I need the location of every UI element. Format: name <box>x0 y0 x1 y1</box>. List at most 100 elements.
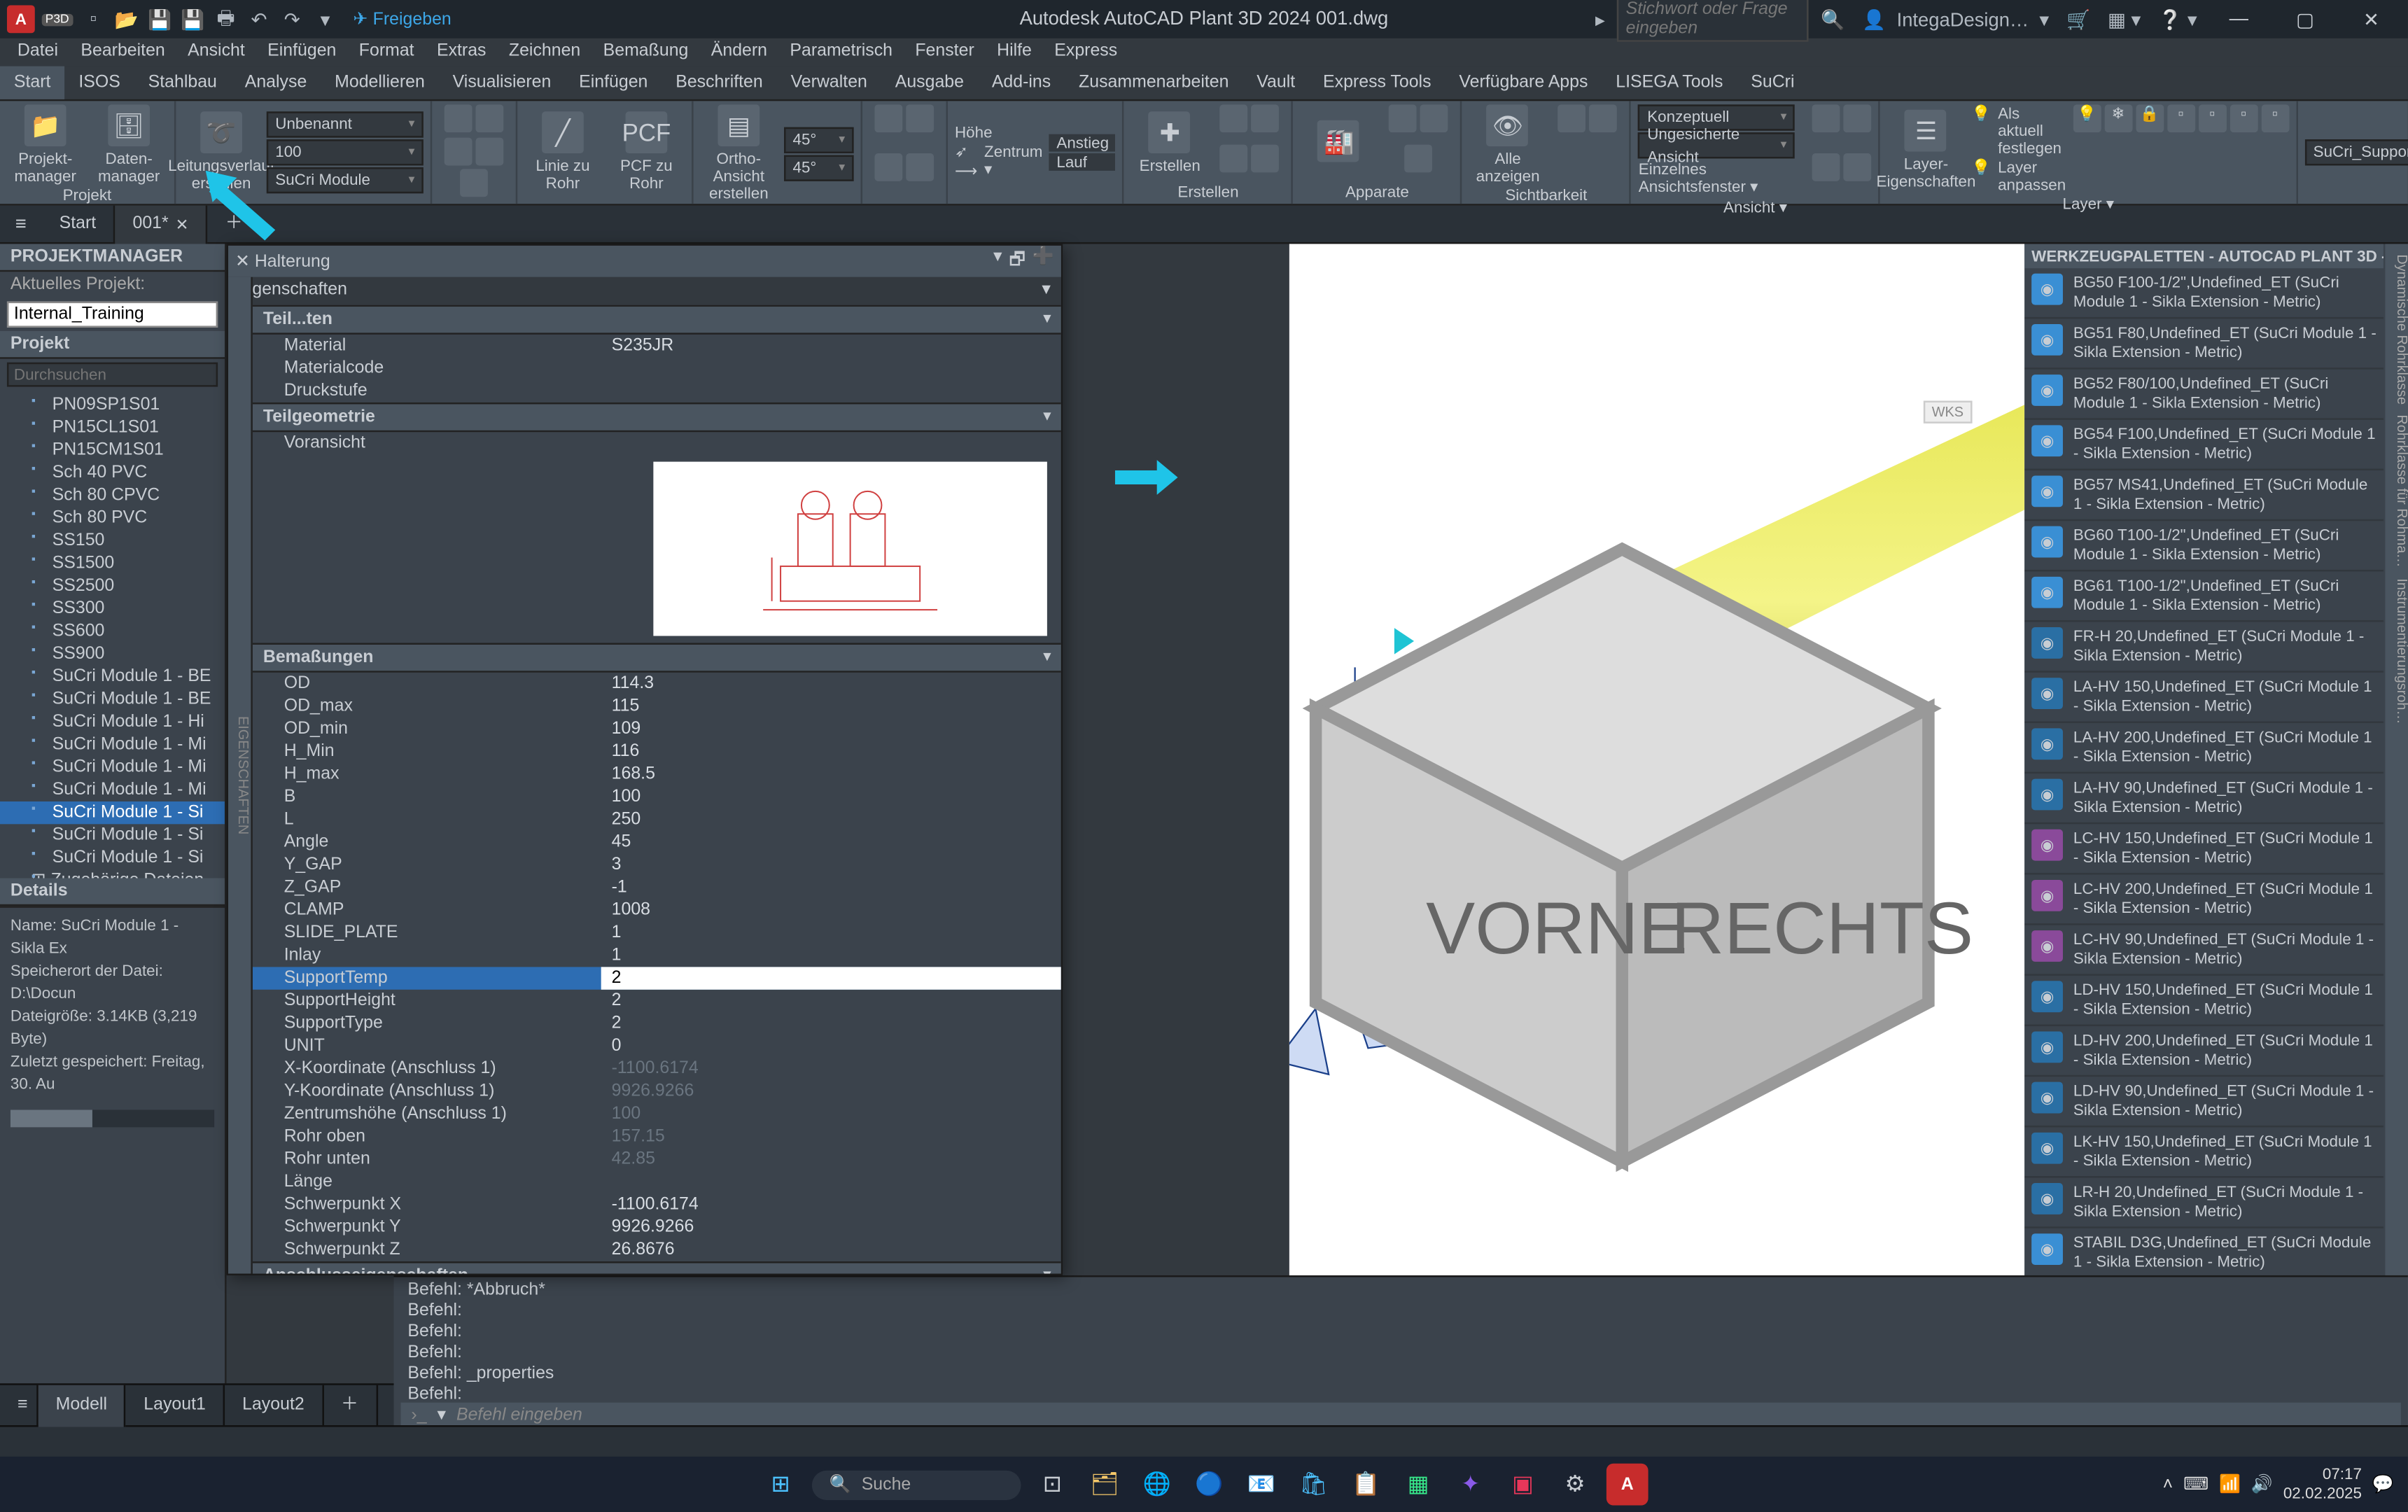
property-row[interactable]: Zentrumshöhe (Anschluss 1)100 <box>253 1103 1061 1126</box>
menu-ändern[interactable]: Ändern <box>701 38 778 66</box>
doc-menu-icon[interactable]: ≡ <box>0 214 42 234</box>
qat-undo-icon[interactable]: ↶ <box>245 5 273 33</box>
menu-bearbeiten[interactable]: Bearbeiten <box>70 38 175 66</box>
menu-bemaßung[interactable]: Bemaßung <box>593 38 699 66</box>
palette-vtab[interactable]: Rohrklasse für Rohma… <box>2385 415 2408 568</box>
tab-add-button[interactable]: ＋ <box>208 204 260 243</box>
start-button[interactable]: ⊞ <box>760 1464 802 1506</box>
palette-vtab[interactable]: Instrumentierungsroh… <box>2385 578 2408 724</box>
minimize-button[interactable]: ― <box>2209 0 2269 38</box>
tree-item[interactable]: Sch 80 CPVC <box>0 484 225 507</box>
ribbon-small-icon[interactable] <box>444 137 472 165</box>
palette-item[interactable]: ◉BG52 F80/100,Undefined_ET (SuCri Module… <box>2024 370 2384 420</box>
tree-item[interactable]: SuCri Module 1 - Mi <box>0 756 225 778</box>
ribbon-combo[interactable]: Ungesicherte Ansicht <box>1639 132 1795 158</box>
palette-vertical-tabs[interactable]: Dynamische Rohrklasse Rohrklasse für Rohm… <box>2385 244 2408 1432</box>
qat-redo-icon[interactable]: ↷ <box>278 5 306 33</box>
current-project-input[interactable] <box>7 302 218 328</box>
ribbon-small-icon[interactable] <box>1252 145 1280 173</box>
chrome-icon[interactable]: 🔵 <box>1188 1464 1230 1506</box>
palette-vtab[interactable]: Dynamische Rohrklasse <box>2385 254 2408 405</box>
ribtab-vault[interactable]: Vault <box>1242 66 1309 99</box>
palette-list[interactable]: ◉BG50 F100-1/2",Undefined_ET (SuCri Modu… <box>2024 268 2384 1432</box>
property-row[interactable]: X-Koordinate (Anschluss 1)-1100.6174 <box>253 1058 1061 1080</box>
property-row[interactable]: MaterialS235JR <box>253 335 1061 357</box>
tree-item[interactable]: SuCri Module 1 - Mi <box>0 779 225 802</box>
app-logo[interactable]: A <box>7 5 35 33</box>
tray-lang[interactable]: ⌨ <box>2183 1475 2208 1494</box>
property-row[interactable]: SupportTemp2 <box>253 967 1061 989</box>
ribbon-small-icon[interactable] <box>1812 104 1840 132</box>
properties-cat-arrow-icon[interactable]: ▾ <box>1042 277 1051 305</box>
ribbon-button[interactable]: ☰Layer-Eigenschaften <box>1888 104 1965 193</box>
tree-item-selected[interactable]: SuCri Module 1 - Si <box>0 802 225 824</box>
explorer-icon[interactable]: 🗂 <box>1084 1464 1126 1506</box>
prop-section[interactable]: Bemaßungen <box>253 643 1061 672</box>
props-icon-1[interactable]: ▾ <box>993 246 1002 276</box>
menu-express[interactable]: Express <box>1044 38 1128 66</box>
palette-item[interactable]: ◉LR-H 20,Undefined_ET (SuCri Module 1 - … <box>2024 1178 2384 1228</box>
layout-menu-icon[interactable]: ≡ <box>0 1385 38 1427</box>
edge-icon[interactable]: 🌐 <box>1136 1464 1178 1506</box>
details-scrollbar[interactable] <box>10 1110 214 1127</box>
tree-item[interactable]: PN15CL1S01 <box>0 416 225 439</box>
property-row[interactable]: UNIT0 <box>253 1035 1061 1057</box>
ribbon-small-icon[interactable] <box>1252 104 1280 132</box>
palette-item[interactable]: ◉LA-HV 200,Undefined_ET (SuCri Module 1 … <box>2024 723 2384 774</box>
property-row[interactable]: Y-Koordinate (Anschluss 1)9926.9266 <box>253 1080 1061 1102</box>
ribbon-small-icon[interactable] <box>1844 153 1872 181</box>
qat-saveas-icon[interactable]: 💾 <box>178 5 206 33</box>
ribbon-button[interactable]: 👁Alleanzeigen <box>1469 104 1546 184</box>
tree-item[interactable]: SuCri Module 1 - Si <box>0 847 225 869</box>
ribbon-button[interactable]: PCFPCF zuRohr <box>608 104 685 198</box>
tree-item[interactable]: SS150 <box>0 530 225 552</box>
palette-item[interactable]: ◉LC-HV 150,Undefined_ET (SuCri Module 1 … <box>2024 824 2384 874</box>
tab-start[interactable]: Start <box>42 204 115 243</box>
palette-item[interactable]: ◉BG50 F100-1/2",Undefined_ET (SuCri Modu… <box>2024 268 2384 318</box>
palette-item[interactable]: ◉LK-HV 150,Undefined_ET (SuCri Module 1 … <box>2024 1127 2384 1177</box>
tree-related[interactable]: ⊞ Zugehörige Dateien <box>0 869 225 878</box>
property-row[interactable]: Schwerpunkt Y9926.9266 <box>253 1216 1061 1238</box>
tab-layout2[interactable]: Layout2 <box>225 1385 323 1427</box>
taskbar-search[interactable]: 🔍 Suche <box>812 1469 1021 1499</box>
palette-item[interactable]: ◉LC-HV 200,Undefined_ET (SuCri Module 1 … <box>2024 874 2384 925</box>
property-row[interactable]: Rohr unten42.85 <box>253 1148 1061 1170</box>
qat-more-icon[interactable]: ▾ <box>312 5 340 33</box>
menu-zeichnen[interactable]: Zeichnen <box>498 38 591 66</box>
maximize-button[interactable]: ▢ <box>2276 0 2335 38</box>
ribbon-small-icon[interactable] <box>1220 104 1248 132</box>
palette-item[interactable]: ◉LC-HV 90,Undefined_ET (SuCri Module 1 -… <box>2024 925 2384 976</box>
property-row[interactable]: Y_GAP3 <box>253 854 1061 876</box>
palette-item[interactable]: ◉BG61 T100-1/2",Undefined_ET (SuCri Modu… <box>2024 571 2384 622</box>
tray-volume-icon[interactable]: 🔊 <box>2251 1475 2273 1494</box>
tab-file[interactable]: 001* ✕ <box>115 204 208 243</box>
ribbon-button[interactable]: ✚Erstellen <box>1131 104 1208 181</box>
property-row[interactable]: Druckstufe <box>253 380 1061 402</box>
menu-ansicht[interactable]: Ansicht <box>177 38 255 66</box>
property-row[interactable]: SupportHeight2 <box>253 990 1061 1012</box>
search-icon[interactable]: 🔍 <box>1816 8 1850 30</box>
palette-item[interactable]: ◉BG57 MS41,Undefined_ET (SuCri Module 1 … <box>2024 470 2384 521</box>
viewport-3d[interactable]: VORNE RECHTS WKS <box>1289 244 2024 1432</box>
tray-chevron-icon[interactable]: ˄ <box>2163 1475 2174 1494</box>
tree-item[interactable]: SS1500 <box>0 552 225 575</box>
ribbon-button[interactable]: 📁Projekt-manager <box>7 104 84 184</box>
ribbon-small-icon[interactable] <box>460 169 488 197</box>
property-row[interactable]: Z_GAP-1 <box>253 876 1061 899</box>
ribbon-small-icon[interactable] <box>874 104 902 132</box>
tab-close-icon[interactable]: ✕ <box>176 204 189 243</box>
store-icon[interactable]: 🛍 <box>1293 1464 1335 1506</box>
props-icon-3[interactable]: ➕ <box>1032 246 1054 276</box>
ribtab-zusammenarbeiten[interactable]: Zusammenarbeiten <box>1065 66 1242 99</box>
ribbon-button[interactable]: ➰Leitungsverlauferstellen <box>183 104 260 198</box>
view-cube[interactable]: VORNE RECHTS <box>1289 261 1990 1432</box>
ribtab-add-ins[interactable]: Add-ins <box>978 66 1065 99</box>
ribbon-button[interactable]: ╱Linie zuRohr <box>524 104 601 198</box>
props-icon-2[interactable]: 🗗 <box>1009 246 1026 276</box>
tab-layout1[interactable]: Layout1 <box>126 1385 225 1427</box>
ribtab-express-tools[interactable]: Express Tools <box>1309 66 1445 99</box>
menu-format[interactable]: Format <box>349 38 425 66</box>
project-tree[interactable]: PN09SP1S01PN15CL1S01PN15CM1S01Sch 40 PVC… <box>0 391 225 878</box>
property-row[interactable]: Schwerpunkt Z26.8676 <box>253 1239 1061 1261</box>
tree-item[interactable]: PN15CM1S01 <box>0 439 225 461</box>
